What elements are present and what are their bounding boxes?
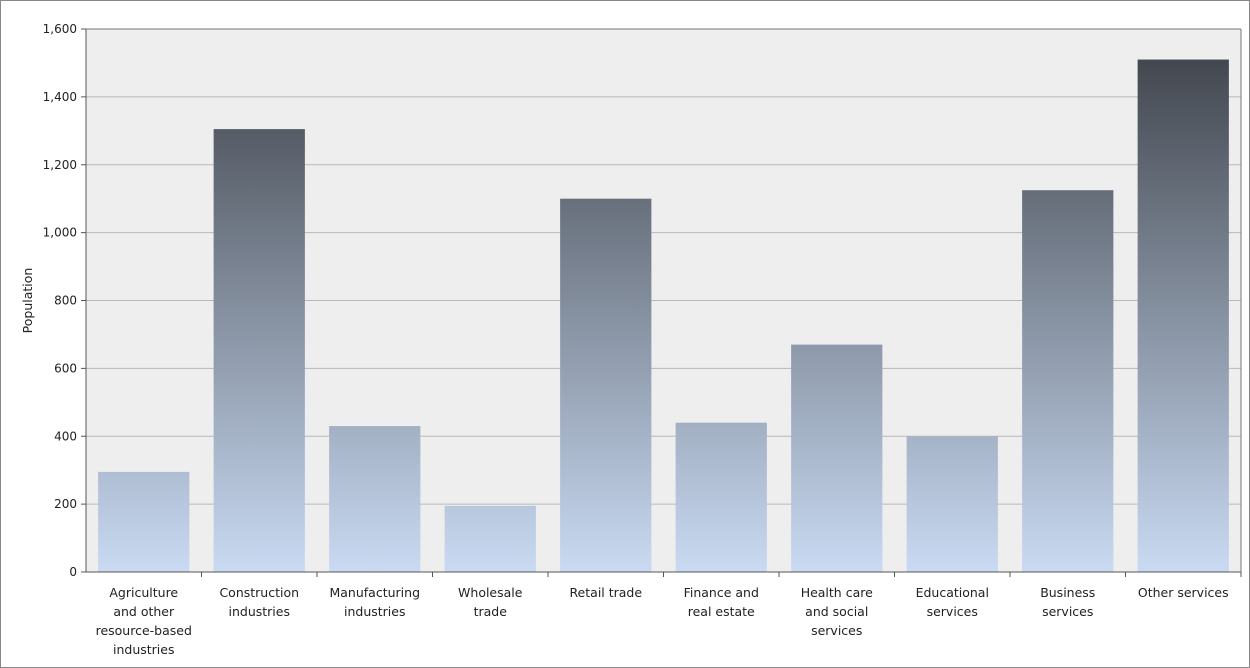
x-category-label: Construction industries <box>219 585 299 619</box>
y-tick-label: 800 <box>54 294 77 308</box>
x-axis-labels: Agriculture and other resource-based indust… <box>96 572 1242 657</box>
x-category-label: Retail trade <box>569 585 642 600</box>
bar <box>213 129 305 572</box>
y-tick-label: 0 <box>69 565 77 579</box>
x-category-label: Educational services <box>916 585 989 619</box>
y-axis-ticks: 0 200 400 600 800 1,000 1,200 1,400 1,600 <box>43 22 86 579</box>
bar <box>560 198 652 572</box>
y-axis-title: Population <box>20 268 35 334</box>
bar <box>675 422 767 572</box>
bar <box>791 344 883 572</box>
y-tick-label: 1,200 <box>43 158 77 172</box>
x-category-label: Agriculture and other resource-based indust… <box>96 585 192 657</box>
bar <box>906 436 998 572</box>
y-tick-label: 1,000 <box>43 226 77 240</box>
y-tick-label: 600 <box>54 361 77 375</box>
x-category-label: Business services <box>1040 585 1095 619</box>
bar <box>1137 59 1229 572</box>
y-tick-label: 400 <box>54 429 77 443</box>
y-tick-label: 1,400 <box>43 90 77 104</box>
x-category-label: Finance and real estate <box>684 585 759 619</box>
bar <box>1022 190 1114 572</box>
x-category-label: Manufacturing industries <box>329 585 420 619</box>
x-category-label: Other services <box>1138 585 1229 600</box>
bars <box>98 59 1229 572</box>
bar <box>444 505 536 572</box>
y-tick-label: 1,600 <box>43 22 77 36</box>
x-category-label: Wholesale trade <box>458 585 523 619</box>
bar <box>329 426 421 572</box>
x-category-label: Health care and social services <box>801 585 873 638</box>
bar <box>98 471 190 572</box>
y-tick-label: 200 <box>54 497 77 511</box>
